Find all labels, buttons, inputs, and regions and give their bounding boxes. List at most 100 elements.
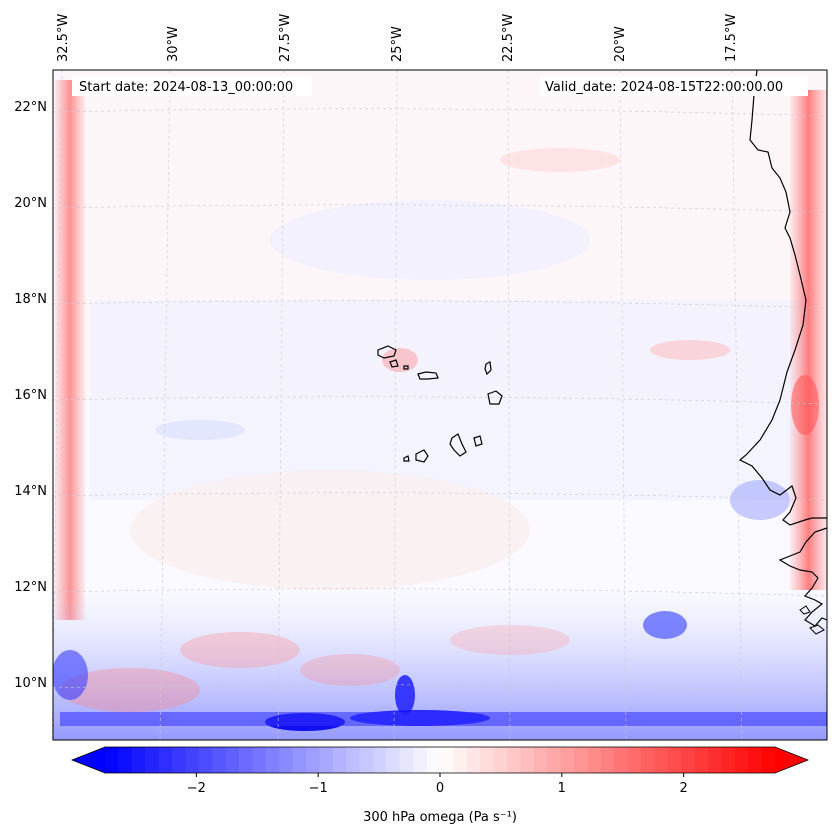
right-edge-positive-strip — [790, 90, 827, 590]
colorbar-cell — [225, 747, 240, 773]
colorbar-label: 300 hPa omega (Pa s⁻¹) — [363, 810, 517, 825]
colorbar-outline — [70, 746, 810, 774]
lat-label: 12°N — [14, 580, 47, 595]
island-brava — [403, 455, 410, 462]
colorbar-cell — [413, 747, 427, 773]
graticule — [51, 69, 828, 741]
southern-positive-patch — [300, 654, 400, 686]
colorbar-cell — [694, 747, 709, 773]
negative-patch — [53, 650, 88, 700]
colorbar-cell — [507, 747, 521, 773]
island-sal — [484, 361, 492, 376]
lon-label: 25°W — [390, 26, 405, 62]
colorbar-cell — [466, 747, 481, 773]
valid-date-label: Valid_date: 2024-08-15T22:00:00.00 — [545, 80, 783, 95]
map-frame — [52, 69, 828, 741]
colorbar-cell — [761, 747, 776, 773]
colorbar-cell — [654, 747, 669, 773]
lat-label: 18°N — [14, 292, 47, 307]
colorbar-ticks: −2 −1 0 1 2 — [187, 773, 688, 796]
positive-patch — [500, 148, 620, 172]
colorbar-cell — [386, 747, 401, 773]
colorbar-cell — [748, 747, 762, 773]
lat-label: 10°N — [14, 676, 47, 691]
gridline-lon — [731, 69, 743, 741]
colorbar-cell — [547, 747, 561, 773]
latitude-labels: 22°N 20°N 18°N 16°N 14°N 12°N 10°N — [14, 100, 47, 691]
colorbar-cell — [721, 747, 736, 773]
colorbar-cell — [533, 747, 548, 773]
faint-negative-area — [90, 300, 810, 500]
colorbar-cell — [185, 747, 200, 773]
colorbar-tick-label: 1 — [558, 781, 566, 796]
omega-field — [53, 70, 827, 740]
colorbar-cell — [480, 747, 494, 773]
colorbar-cell — [158, 747, 173, 773]
colorbar-tick-label: −1 — [309, 781, 328, 796]
negative-patch — [643, 611, 687, 639]
island-santiago — [449, 433, 467, 457]
valid-date-box — [540, 76, 808, 96]
colorbar-cell — [399, 747, 414, 773]
lon-label: 32.5°W — [56, 14, 71, 62]
negative-patch — [730, 480, 790, 520]
colorbar-cell — [346, 747, 360, 773]
island-sao-nicolau — [417, 371, 439, 380]
colorbar-extend-min — [72, 747, 105, 773]
island-santo-antao — [377, 345, 397, 359]
colorbar-cell — [708, 747, 722, 773]
island-maio — [473, 435, 483, 447]
omega-field-map: Start date: 2024-08-13_00:00:00 Valid_da… — [51, 69, 828, 741]
longitude-labels: 32.5°W 30°W 27.5°W 25°W 22.5°W 20°W 17.5… — [56, 14, 739, 62]
colorbar-cell — [198, 747, 213, 773]
colorbar-cell — [131, 747, 146, 773]
southern-positive-patch — [180, 632, 300, 668]
island-boa-vista — [487, 390, 503, 405]
colorbar-cell — [453, 747, 468, 773]
colorbar-tick-label: 0 — [436, 781, 444, 796]
colorbar-tick-label: −2 — [187, 781, 206, 796]
colorbar-cell — [493, 747, 508, 773]
colorbar-cell — [734, 747, 749, 773]
gridline-lat — [52, 396, 828, 405]
start-date-box — [72, 76, 312, 96]
lon-label: 20°W — [613, 26, 628, 62]
gridline-lat — [52, 204, 828, 213]
lon-label: 22.5°W — [501, 14, 516, 62]
colorbar-cell — [641, 747, 655, 773]
strong-negative-patch — [395, 675, 415, 715]
colorbar-cell — [212, 747, 226, 773]
coastal-positive-max — [791, 375, 819, 435]
colorbar-cell — [172, 747, 186, 773]
colorbar-cell — [279, 747, 293, 773]
colorbar-cell — [239, 747, 253, 773]
gridline-lat — [52, 684, 828, 693]
colorbar-cell — [105, 747, 119, 773]
colorbar-cell — [627, 747, 642, 773]
colorbar-cell — [560, 747, 575, 773]
colorbar-cell — [118, 747, 133, 773]
colorbar-cell — [440, 747, 454, 773]
colorbar-cell — [145, 747, 159, 773]
colorbar-cell — [292, 747, 307, 773]
gridline-lon — [507, 69, 511, 741]
lat-label: 16°N — [14, 388, 47, 403]
colorbar-cell — [667, 747, 682, 773]
colorbar-cell — [319, 747, 334, 773]
lat-label: 14°N — [14, 484, 47, 499]
gridline-lat — [52, 492, 828, 501]
lat-label: 22°N — [14, 100, 47, 115]
gridline-lat — [52, 588, 828, 597]
gridline-lon — [51, 69, 63, 741]
faint-positive-patch — [130, 470, 530, 590]
southern-positive-patch — [60, 668, 200, 712]
colorbar-cell — [252, 747, 267, 773]
colorbar-cell — [574, 747, 588, 773]
lat-label: 20°N — [14, 196, 47, 211]
start-date-label: Start date: 2024-08-13_00:00:00 — [79, 80, 293, 95]
bissagos-islands — [799, 605, 825, 635]
faint-negative-patch — [270, 200, 590, 280]
island-santa-luzia — [403, 365, 409, 370]
island-sao-vicente — [389, 359, 399, 368]
